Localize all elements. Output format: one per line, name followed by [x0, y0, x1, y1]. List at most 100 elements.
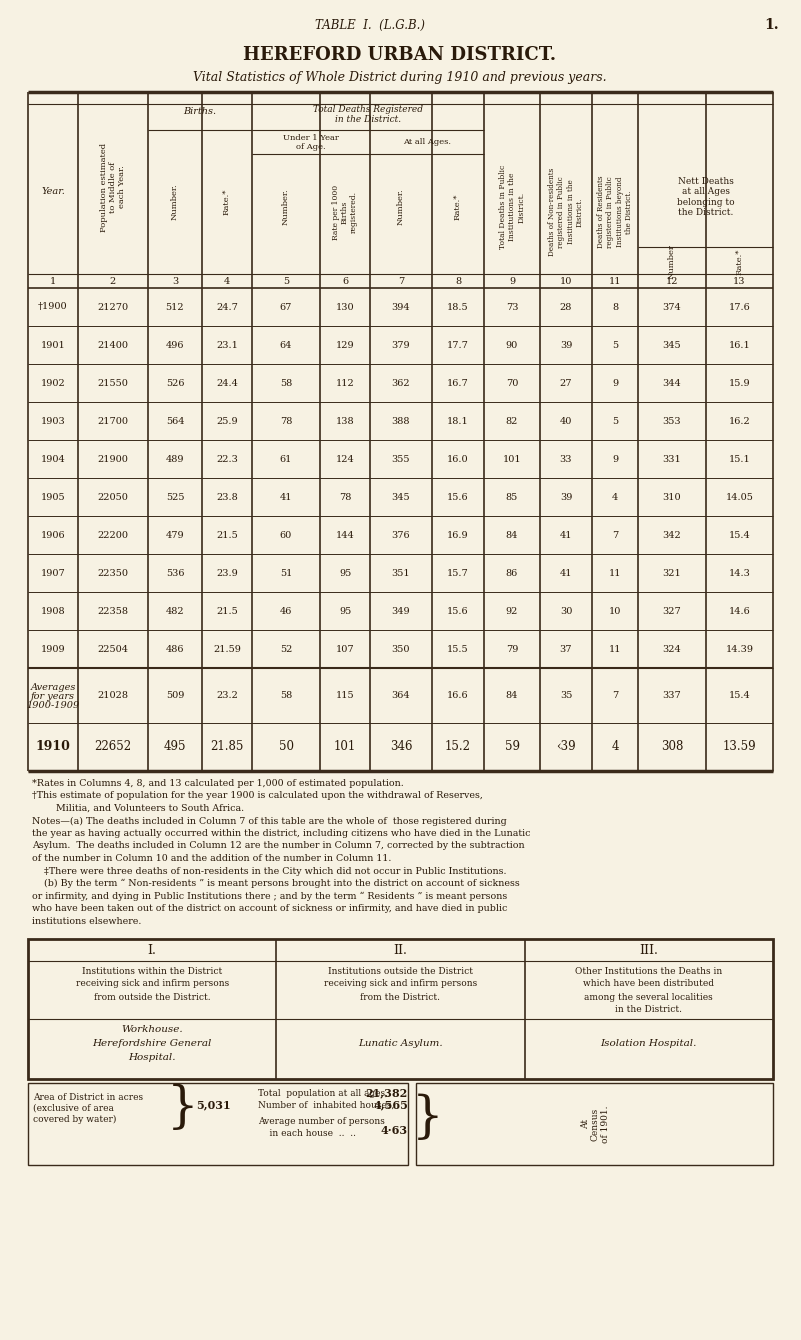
Text: 331: 331 — [662, 454, 682, 464]
Text: Under 1 Year: Under 1 Year — [283, 134, 339, 142]
Text: from outside the District.: from outside the District. — [94, 993, 211, 1001]
Text: 21.59: 21.59 — [213, 645, 241, 654]
Text: 21270: 21270 — [98, 303, 129, 311]
Text: 482: 482 — [166, 607, 184, 615]
Text: 41: 41 — [560, 568, 572, 578]
Text: 40: 40 — [560, 417, 572, 426]
Text: receiving sick and infirm persons: receiving sick and infirm persons — [324, 980, 477, 989]
Text: }: } — [167, 1083, 199, 1132]
Text: 25.9: 25.9 — [216, 417, 238, 426]
Text: 124: 124 — [336, 454, 354, 464]
Text: Other Institutions the Deaths in: Other Institutions the Deaths in — [575, 966, 723, 976]
Text: 388: 388 — [392, 417, 410, 426]
Text: Population estimated
to Middle of
each Year.: Population estimated to Middle of each Y… — [100, 142, 127, 232]
Text: 21.85: 21.85 — [211, 741, 244, 753]
Text: 308: 308 — [661, 741, 683, 753]
Text: Vital Statistics of Whole District during 1910 and previous years.: Vital Statistics of Whole District durin… — [193, 71, 607, 84]
Text: I.: I. — [147, 943, 157, 957]
Text: covered by water): covered by water) — [33, 1115, 116, 1123]
Text: 60: 60 — [280, 531, 292, 540]
Text: 95: 95 — [339, 568, 351, 578]
Text: from the District.: from the District. — [360, 993, 441, 1001]
Text: 376: 376 — [392, 531, 410, 540]
Text: 101: 101 — [334, 741, 356, 753]
Text: Rate.*: Rate.* — [454, 194, 462, 220]
Text: the year as having actually occurred within the district, including citizens who: the year as having actually occurred wit… — [32, 829, 530, 838]
Text: 33: 33 — [560, 454, 572, 464]
Text: 24.4: 24.4 — [216, 378, 238, 387]
Text: 59: 59 — [505, 741, 520, 753]
Text: 16.1: 16.1 — [729, 340, 751, 350]
Text: 11: 11 — [609, 645, 622, 654]
Text: 70: 70 — [505, 378, 518, 387]
Text: Number.: Number. — [397, 189, 405, 225]
Text: 374: 374 — [662, 303, 682, 311]
Text: 1905: 1905 — [41, 493, 66, 501]
Text: 112: 112 — [336, 378, 354, 387]
Text: Deaths of Residents
registered in Public
Institutions beyond
the District.: Deaths of Residents registered in Public… — [598, 176, 633, 248]
Text: 526: 526 — [166, 378, 184, 387]
Text: ‹39: ‹39 — [556, 741, 576, 753]
Text: 41: 41 — [560, 531, 572, 540]
Text: 8: 8 — [455, 276, 461, 285]
Text: 23.9: 23.9 — [216, 568, 238, 578]
Text: Total Deaths Registered: Total Deaths Registered — [313, 106, 423, 114]
Text: 73: 73 — [505, 303, 518, 311]
Text: 5,031: 5,031 — [195, 1100, 231, 1111]
Text: 22.3: 22.3 — [216, 454, 238, 464]
Text: 21.5: 21.5 — [216, 607, 238, 615]
Text: III.: III. — [639, 943, 658, 957]
Text: 129: 129 — [336, 340, 354, 350]
Text: 1900-1909: 1900-1909 — [26, 701, 79, 710]
Text: 28: 28 — [560, 303, 572, 311]
Text: 4,565: 4,565 — [373, 1100, 408, 1111]
Text: Workhouse.: Workhouse. — [122, 1025, 183, 1033]
Text: 22504: 22504 — [98, 645, 128, 654]
Text: 82: 82 — [505, 417, 518, 426]
Text: Rate.*: Rate.* — [223, 189, 231, 216]
Text: Area of District in acres: Area of District in acres — [33, 1092, 143, 1101]
Text: 138: 138 — [336, 417, 354, 426]
Text: 512: 512 — [166, 303, 184, 311]
Text: receiving sick and infirm persons: receiving sick and infirm persons — [75, 980, 229, 989]
Text: 23.1: 23.1 — [216, 340, 238, 350]
Text: 13: 13 — [733, 276, 746, 285]
Text: Militia, and Volunteers to South Africa.: Militia, and Volunteers to South Africa. — [32, 804, 244, 813]
Text: Institutions outside the District: Institutions outside the District — [328, 966, 473, 976]
Text: (exclusive of area: (exclusive of area — [33, 1104, 114, 1112]
Text: who have been taken out of the district on account of sickness or infirmity, and: who have been taken out of the district … — [32, 905, 507, 913]
Text: Number of  inhabited houses,: Number of inhabited houses, — [258, 1100, 394, 1110]
Text: 14.6: 14.6 — [729, 607, 751, 615]
Text: 15.7: 15.7 — [447, 568, 469, 578]
Text: for years: for years — [31, 691, 75, 701]
Text: }: } — [413, 1093, 444, 1143]
Text: 355: 355 — [392, 454, 410, 464]
Text: II.: II. — [393, 943, 408, 957]
Text: 394: 394 — [392, 303, 410, 311]
Text: 7: 7 — [612, 531, 618, 540]
Text: Asylum.  The deaths included in Column 12 are the number in Column 7, corrected : Asylum. The deaths included in Column 12… — [32, 842, 525, 851]
Text: 1904: 1904 — [41, 454, 66, 464]
Text: institutions elsewhere.: institutions elsewhere. — [32, 917, 141, 926]
Text: 1.: 1. — [765, 17, 779, 32]
Text: which have been distributed: which have been distributed — [583, 980, 714, 989]
Text: Average number of persons: Average number of persons — [258, 1116, 384, 1126]
Text: 4·63: 4·63 — [380, 1124, 408, 1135]
Text: 346: 346 — [390, 741, 413, 753]
Text: 345: 345 — [392, 493, 410, 501]
Text: 17.7: 17.7 — [447, 340, 469, 350]
Text: 495: 495 — [163, 741, 187, 753]
Text: 15.2: 15.2 — [445, 741, 471, 753]
Text: 84: 84 — [505, 531, 518, 540]
Text: 310: 310 — [662, 493, 682, 501]
Text: 3: 3 — [172, 276, 178, 285]
Text: At all Ages.: At all Ages. — [403, 138, 451, 146]
Text: 58: 58 — [280, 691, 292, 699]
Text: 15.9: 15.9 — [729, 378, 751, 387]
Text: 5: 5 — [612, 417, 618, 426]
Text: 21028: 21028 — [98, 691, 128, 699]
Text: 7: 7 — [398, 276, 405, 285]
Text: 39: 39 — [560, 493, 572, 501]
Text: 15.6: 15.6 — [447, 607, 469, 615]
Text: 90: 90 — [506, 340, 518, 350]
